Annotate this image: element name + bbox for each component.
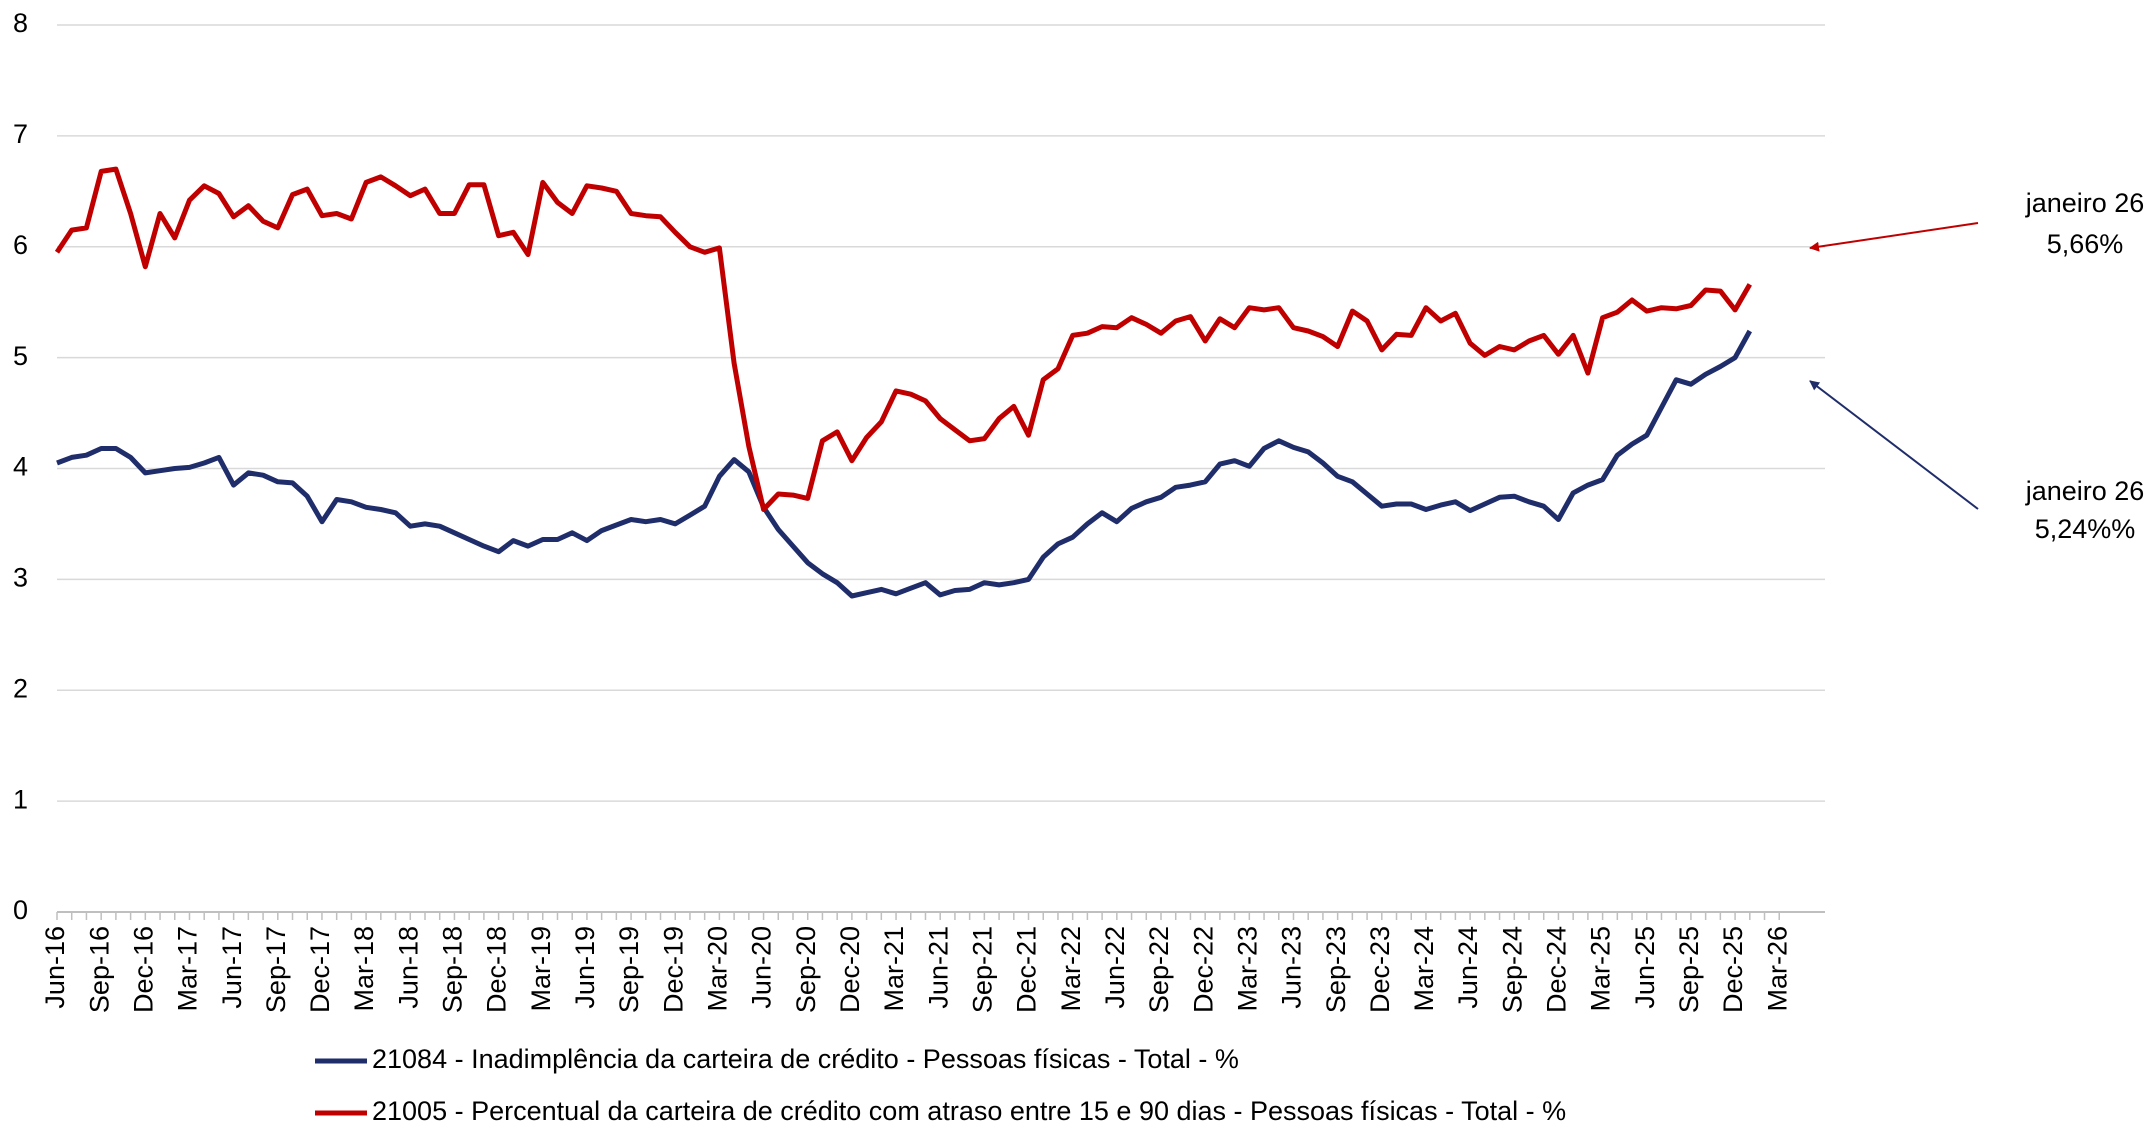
- y-tick-label: 7: [13, 119, 28, 149]
- x-tick-label: Dec-16: [128, 926, 158, 1013]
- x-tick-label: Dec-25: [1718, 926, 1748, 1013]
- legend-label: 21084 - Inadimplência da carteira de cré…: [372, 1044, 1239, 1074]
- y-tick-label: 2: [13, 673, 28, 703]
- x-tick-label: Dec-21: [1012, 926, 1042, 1013]
- x-tick-label: Jun-19: [570, 926, 600, 1009]
- x-tick-label: Dec-20: [835, 926, 865, 1013]
- x-tick-label: Mar-21: [879, 926, 909, 1012]
- x-tick-label: Mar-22: [1056, 926, 1086, 1012]
- x-tick-label: Dec-23: [1365, 926, 1395, 1013]
- y-tick-label: 1: [13, 784, 28, 814]
- x-tick-label: Dec-22: [1188, 926, 1218, 1013]
- x-tick-label: Sep-21: [967, 926, 997, 1013]
- x-tick-label: Sep-24: [1497, 926, 1527, 1013]
- x-tick-label: Mar-23: [1232, 926, 1262, 1012]
- y-tick-label: 5: [13, 341, 28, 371]
- x-tick-label: Sep-22: [1144, 926, 1174, 1013]
- y-tick-label: 6: [13, 230, 28, 260]
- x-tick-label: Jun-24: [1453, 926, 1483, 1009]
- x-tick-label: Dec-17: [305, 926, 335, 1013]
- x-tick-label: Jun-16: [40, 926, 70, 1009]
- x-tick-label: Mar-24: [1409, 926, 1439, 1012]
- annotation-arrow: [1809, 380, 1979, 510]
- x-tick-label: Sep-17: [261, 926, 291, 1013]
- series-line: [56, 329, 1752, 599]
- x-tick-label: Jun-21: [923, 926, 953, 1009]
- x-tick-label: Jun-17: [217, 926, 247, 1009]
- x-tick-label: Sep-20: [791, 926, 821, 1013]
- x-tick-label: Mar-17: [173, 926, 203, 1012]
- x-tick-label: Sep-23: [1321, 926, 1351, 1013]
- series-line: [54, 166, 1752, 512]
- x-tick-label: Mar-26: [1762, 926, 1792, 1012]
- x-tick-label: Sep-18: [438, 926, 468, 1013]
- legend-label: 21005 - Percentual da carteira de crédit…: [372, 1096, 1566, 1125]
- x-tick-label: Jun-20: [747, 926, 777, 1009]
- x-tick-label: Jun-18: [393, 926, 423, 1009]
- annotation: 5,24%%: [2035, 514, 2136, 544]
- x-tick-label: Mar-18: [349, 926, 379, 1012]
- x-tick-label: Jun-22: [1100, 926, 1130, 1009]
- x-tick-label: Sep-16: [84, 926, 114, 1013]
- annotation-arrow: [1809, 222, 1979, 252]
- annotation: janeiro 26: [2025, 188, 2145, 218]
- x-tick-label: Jun-23: [1277, 926, 1307, 1009]
- x-tick-label: Mar-20: [703, 926, 733, 1012]
- x-tick-label: Sep-25: [1674, 926, 1704, 1013]
- x-tick-label: Dec-18: [482, 926, 512, 1013]
- x-tick-label: Sep-19: [614, 926, 644, 1013]
- y-tick-label: 4: [13, 452, 28, 482]
- x-tick-label: Jun-25: [1630, 926, 1660, 1009]
- x-tick-label: Mar-19: [526, 926, 556, 1012]
- x-tick-label: Mar-25: [1586, 926, 1616, 1012]
- x-tick-label: Dec-19: [658, 926, 688, 1013]
- y-tick-label: 3: [13, 563, 28, 593]
- x-tick-label: Dec-24: [1542, 926, 1572, 1013]
- y-tick-label: 8: [13, 8, 28, 38]
- y-tick-label: 0: [13, 895, 28, 925]
- annotation: janeiro 26: [2025, 476, 2145, 506]
- annotation: 5,66%: [2047, 229, 2124, 259]
